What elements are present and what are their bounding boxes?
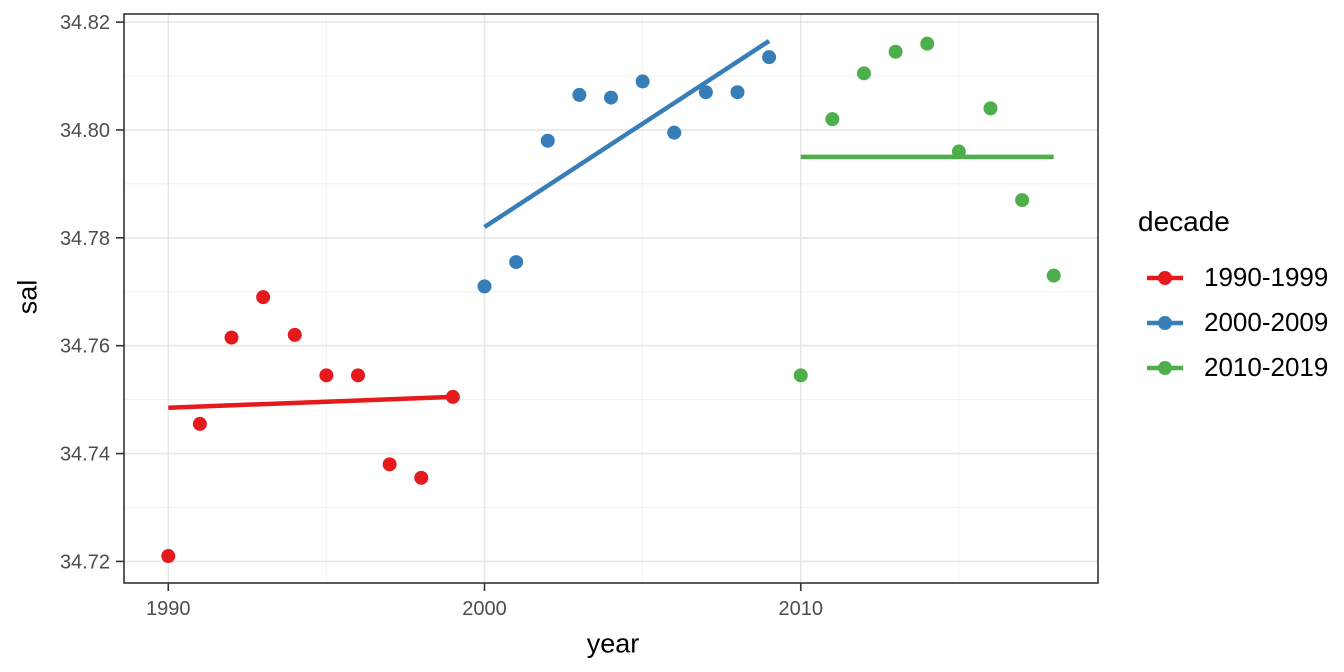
data-point <box>667 125 682 140</box>
data-point <box>698 85 713 100</box>
y-tick-label: 34.72 <box>60 551 110 573</box>
legend-item: 2010-2019 <box>1138 345 1328 390</box>
y-tick-label: 34.82 <box>60 12 110 34</box>
data-point <box>825 112 840 127</box>
legend-item-label: 1990-1999 <box>1204 262 1329 292</box>
y-tick-label: 34.74 <box>60 444 110 466</box>
data-point <box>793 368 808 383</box>
y-axis-title: sal <box>12 279 43 315</box>
data-point <box>287 327 302 342</box>
data-point <box>224 330 239 345</box>
data-point <box>951 144 966 159</box>
data-point <box>509 255 524 270</box>
data-point <box>445 389 460 404</box>
data-point <box>856 66 871 81</box>
data-point <box>414 470 429 485</box>
legend-item-label: 2000-2009 <box>1204 307 1329 337</box>
trend-line <box>483 39 771 229</box>
data-point <box>920 36 935 51</box>
data-point <box>730 85 745 100</box>
trend-line <box>168 394 453 410</box>
data-point <box>192 416 207 431</box>
data-point <box>351 368 366 383</box>
legend-key-point <box>1158 360 1172 375</box>
data-point <box>161 549 176 564</box>
legend-key-line-point-icon <box>1147 270 1183 285</box>
data-point <box>983 101 998 116</box>
legend-key-point <box>1158 270 1172 285</box>
x-tick-label: 2010 <box>778 598 823 620</box>
legend-items: 1990-1999 2000-2009 2010-2019 <box>1138 255 1328 390</box>
data-point <box>762 50 777 65</box>
panel-background <box>124 14 1098 583</box>
x-axis-title: year <box>586 628 640 659</box>
y-tick-label: 34.76 <box>60 336 110 358</box>
data-point <box>888 44 903 59</box>
panel-border <box>123 13 1099 584</box>
data-point <box>572 87 587 102</box>
data-point <box>635 74 650 89</box>
data-point <box>477 279 492 294</box>
legend-item-label: 2010-2019 <box>1204 352 1329 382</box>
x-tick-label: 1990 <box>146 598 191 620</box>
legend-key-line-point-icon <box>1147 360 1183 375</box>
data-point <box>382 457 397 472</box>
legend: decade 1990-1999 2000-2009 2010-2019 <box>1138 205 1328 390</box>
data-point <box>1015 193 1030 208</box>
data-point <box>604 90 618 105</box>
x-tick-label: 2000 <box>462 598 507 620</box>
data-point <box>319 368 334 383</box>
legend-item: 2000-2009 <box>1138 300 1328 345</box>
legend-key-point <box>1158 315 1172 330</box>
legend-item: 1990-1999 <box>1138 255 1328 300</box>
legend-title: decade <box>1138 206 1230 237</box>
data-point <box>540 133 555 148</box>
data-point <box>1046 268 1061 283</box>
y-tick-label: 34.80 <box>60 120 110 142</box>
y-tick-label: 34.78 <box>60 228 110 250</box>
data-point <box>256 290 271 305</box>
legend-key-line-point-icon <box>1147 315 1183 330</box>
